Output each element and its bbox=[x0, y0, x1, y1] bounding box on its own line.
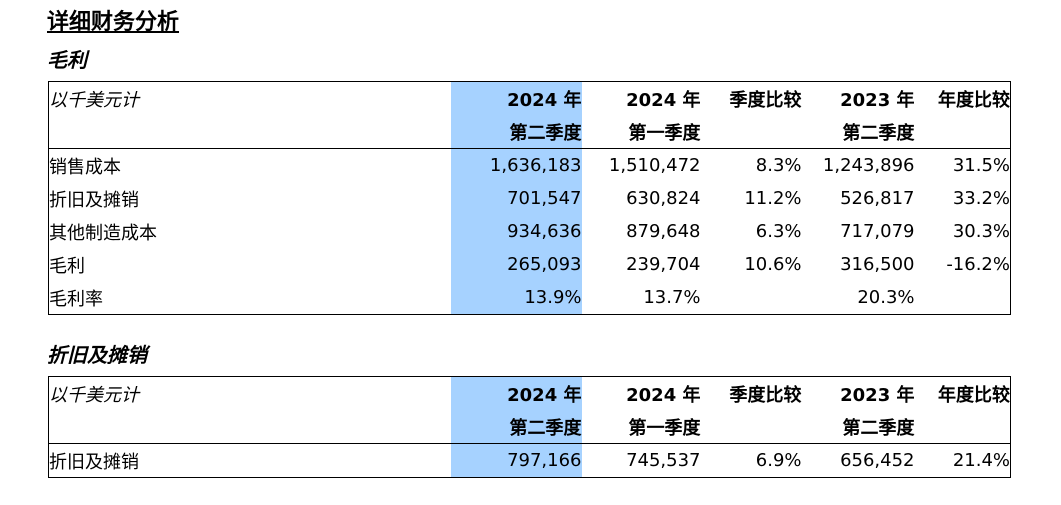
header-row-1: 以千美元计 2024 年 2024 年 季度比较 2023 年 年度比较 bbox=[49, 81, 1011, 115]
cell-qoq: 6.9% bbox=[700, 443, 802, 478]
row-label: 折旧及摊销 bbox=[49, 189, 139, 211]
gross-profit-table: 以千美元计 2024 年 2024 年 季度比较 2023 年 年度比较 第二季… bbox=[48, 81, 1011, 315]
cell-yoy: -16.2% bbox=[946, 254, 1010, 275]
table-row: 毛利率 13.9% 13.7% 20.3% bbox=[49, 281, 1011, 315]
cell-q1-2024: 879,648 bbox=[626, 221, 701, 242]
cell-q2-2024: 701,547 bbox=[450, 182, 582, 215]
col-header-q2-2023-quarter: 第二季度 bbox=[842, 122, 915, 144]
col-header-qoq: 季度比较 bbox=[729, 89, 802, 111]
col-header-q2-2024-year: 2024 年 bbox=[450, 376, 582, 410]
cell-q2-2023: 656,452 bbox=[801, 443, 915, 478]
col-header-yoy: 年度比较 bbox=[938, 89, 1010, 111]
table-row: 折旧及摊销 797,166 745,537 6.9% 656,452 21.4% bbox=[48, 443, 1011, 478]
table-row: 销售成本 1,636,183 1,510,472 8.3% 1,243,896 … bbox=[48, 148, 1011, 182]
cell-q2-2024: 1,636,183 bbox=[450, 148, 582, 182]
cell-q1-2024: 239,704 bbox=[626, 254, 701, 275]
header-row-2: 第二季度 第一季度 第二季度 bbox=[49, 115, 1011, 149]
col-header-q1-2024-year: 2024 年 bbox=[626, 384, 701, 406]
row-label: 折旧及摊销 bbox=[48, 443, 451, 478]
table-row: 其他制造成本 934,636 879,648 6.3% 717,079 30.3… bbox=[49, 215, 1011, 248]
cell-q1-2024: 630,824 bbox=[626, 188, 701, 209]
table-row: 毛利 265,093 239,704 10.6% 316,500 -16.2% bbox=[49, 248, 1011, 281]
cell-yoy: 30.3% bbox=[952, 221, 1010, 242]
cell-qoq: 10.6% bbox=[744, 254, 802, 275]
section-title-depreciation: 折旧及摊销 bbox=[47, 343, 147, 367]
depreciation-table: 以千美元计 2024 年 2024 年 季度比较 2023 年 年度比较 第二季… bbox=[48, 376, 1011, 478]
cell-qoq: 8.3% bbox=[700, 148, 802, 182]
cell-q2-2023: 1,243,896 bbox=[801, 148, 915, 182]
cell-q2-2024: 934,636 bbox=[450, 215, 582, 248]
cell-q2-2024: 797,166 bbox=[450, 443, 582, 478]
cell-q2-2024: 265,093 bbox=[450, 248, 582, 281]
row-label: 销售成本 bbox=[48, 148, 451, 182]
col-header-q1-2024-quarter: 第一季度 bbox=[628, 417, 701, 439]
cell-yoy: 33.2% bbox=[952, 188, 1010, 209]
section-title-gross-profit: 毛利 bbox=[47, 48, 87, 72]
cell-yoy: 31.5% bbox=[914, 148, 1011, 182]
cell-qoq: 6.3% bbox=[755, 221, 802, 242]
units-label: 以千美元计 bbox=[49, 384, 139, 406]
cell-q1-2024: 745,537 bbox=[581, 443, 701, 478]
cell-yoy: 21.4% bbox=[914, 443, 1011, 478]
cell-q2-2023: 526,817 bbox=[840, 188, 915, 209]
cell-q2-2023: 20.3% bbox=[857, 287, 915, 308]
col-header-q2-2023-year: 2023 年 bbox=[840, 89, 915, 111]
col-header-q1-2024-quarter: 第一季度 bbox=[628, 122, 701, 144]
cell-q2-2023: 316,500 bbox=[840, 254, 915, 275]
cell-q2-2023: 717,079 bbox=[840, 221, 915, 242]
cell-q2-2024: 13.9% bbox=[450, 281, 582, 315]
col-header-q1-2024-year: 2024 年 bbox=[626, 89, 701, 111]
col-header-qoq: 季度比较 bbox=[729, 384, 802, 406]
page-title: 详细财务分析 bbox=[47, 10, 180, 35]
table-row: 折旧及摊销 701,547 630,824 11.2% 526,817 33.2… bbox=[49, 182, 1011, 215]
row-label: 毛利率 bbox=[49, 288, 103, 310]
col-header-q2-2024-quarter: 第二季度 bbox=[450, 410, 582, 444]
header-row-1: 以千美元计 2024 年 2024 年 季度比较 2023 年 年度比较 bbox=[49, 376, 1011, 410]
cell-yoy bbox=[915, 281, 1011, 315]
cell-qoq bbox=[701, 281, 802, 315]
col-header-yoy: 年度比较 bbox=[938, 384, 1010, 406]
cell-q1-2024: 13.7% bbox=[643, 287, 701, 308]
col-header-q2-2023-year: 2023 年 bbox=[840, 384, 915, 406]
units-label: 以千美元计 bbox=[49, 89, 139, 111]
header-row-2: 第二季度 第一季度 第二季度 bbox=[49, 410, 1011, 444]
row-label: 其他制造成本 bbox=[49, 222, 157, 244]
col-header-q2-2024-quarter: 第二季度 bbox=[450, 115, 582, 149]
row-label: 毛利 bbox=[49, 255, 85, 277]
cell-qoq: 11.2% bbox=[744, 188, 802, 209]
col-header-q2-2024-year: 2024 年 bbox=[450, 81, 582, 115]
cell-q1-2024: 1,510,472 bbox=[581, 148, 701, 182]
col-header-q2-2023-quarter: 第二季度 bbox=[842, 417, 915, 439]
